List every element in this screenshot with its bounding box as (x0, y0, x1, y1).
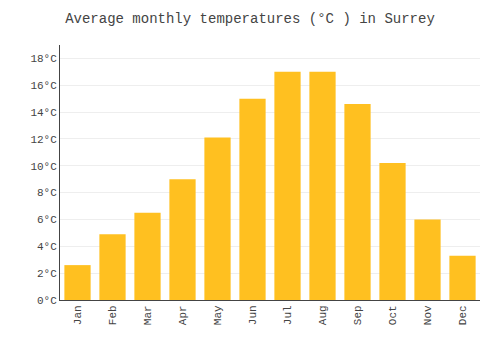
svg-text:Dec: Dec (457, 305, 469, 325)
svg-text:Average monthly temperatures (: Average monthly temperatures (°C ) in Su… (65, 11, 435, 27)
svg-text:Apr: Apr (177, 305, 189, 325)
svg-text:2°C: 2°C (37, 268, 57, 280)
svg-text:14°C: 14°C (30, 107, 57, 119)
svg-text:6°C: 6°C (37, 214, 57, 226)
svg-text:Nov: Nov (422, 305, 434, 325)
svg-text:Aug: Aug (317, 305, 329, 325)
svg-text:Mar: Mar (142, 305, 154, 325)
svg-text:Jun: Jun (247, 305, 259, 325)
svg-text:May: May (212, 305, 224, 325)
svg-text:Oct: Oct (387, 305, 399, 325)
svg-text:Jan: Jan (72, 305, 84, 325)
svg-text:10°C: 10°C (30, 161, 57, 173)
svg-text:Jul: Jul (282, 305, 294, 325)
svg-text:Sep: Sep (352, 305, 364, 325)
svg-text:0°C: 0°C (37, 295, 57, 307)
svg-text:4°C: 4°C (37, 241, 57, 253)
svg-text:12°C: 12°C (30, 134, 57, 146)
svg-text:16°C: 16°C (30, 80, 57, 92)
svg-text:8°C: 8°C (37, 187, 57, 199)
svg-text:Feb: Feb (107, 305, 119, 325)
svg-text:18°C: 18°C (30, 53, 57, 65)
